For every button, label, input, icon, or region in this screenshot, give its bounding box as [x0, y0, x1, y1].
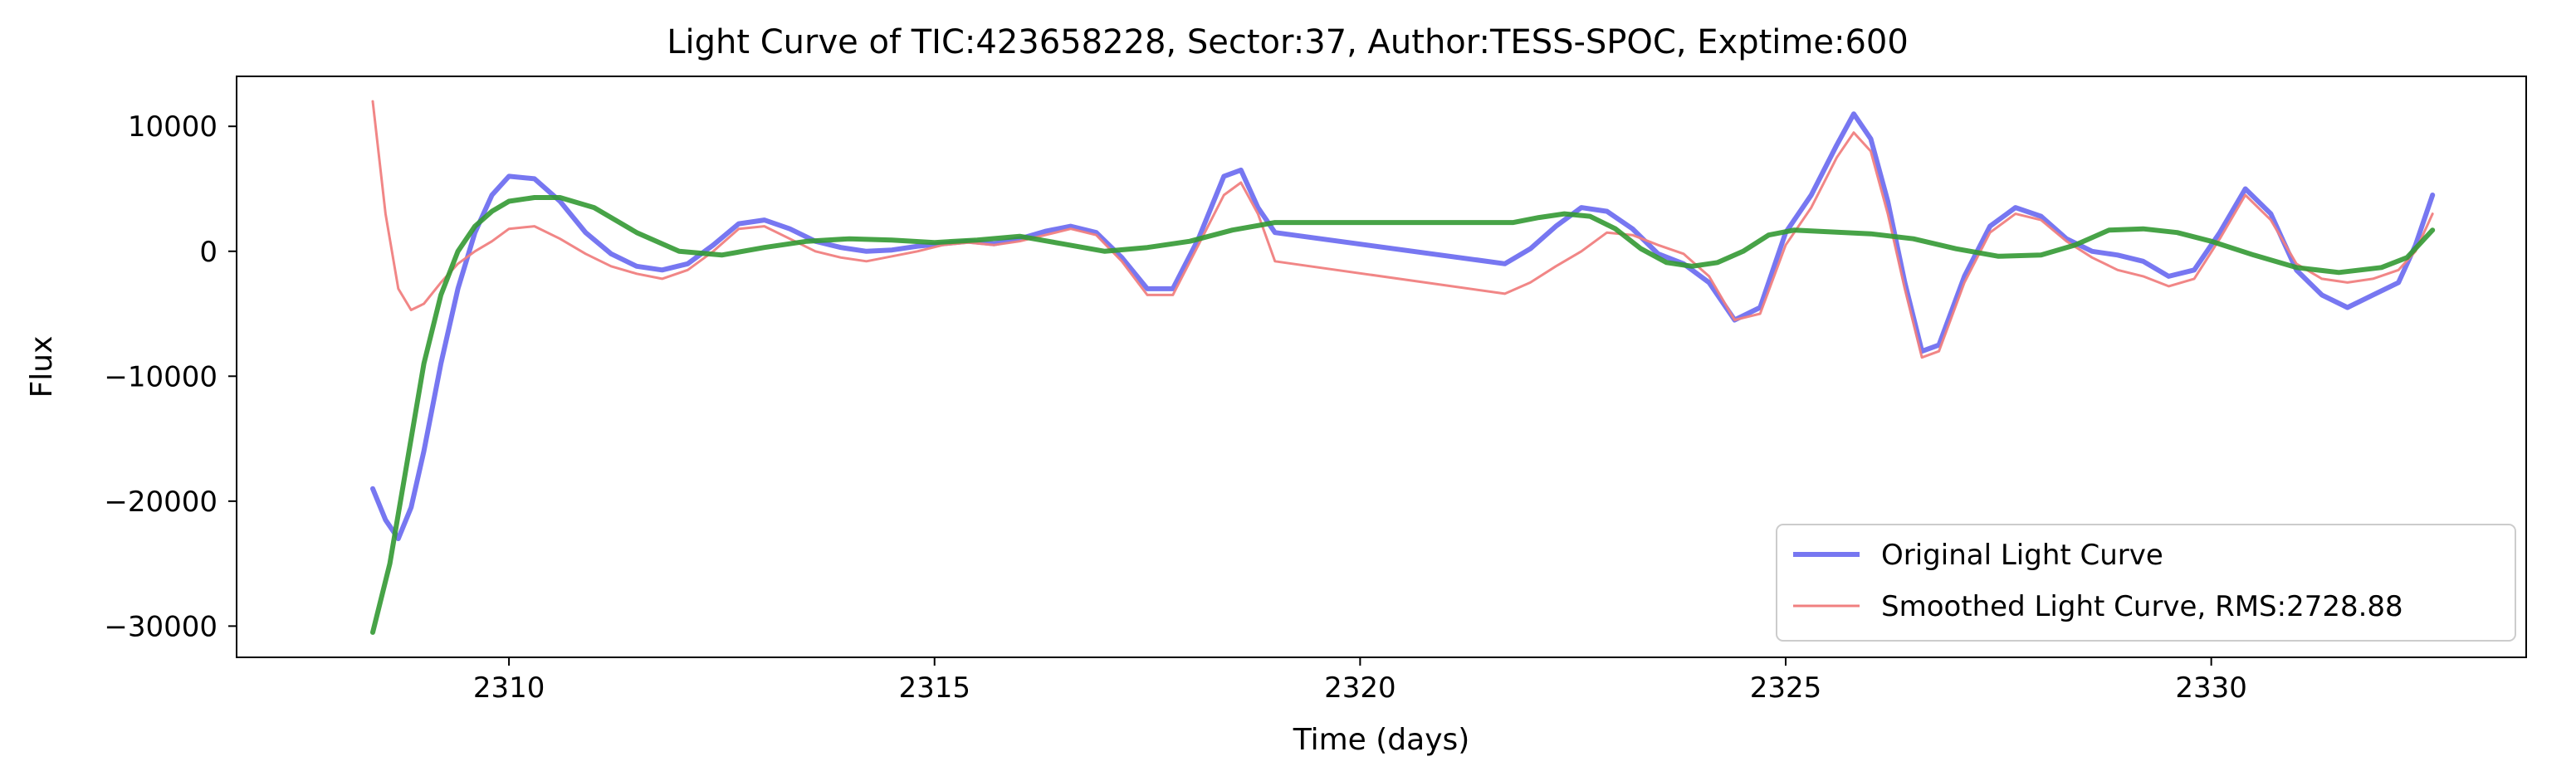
x-tick-label: 2330 [2175, 671, 2247, 705]
x-axis-label: Time (days) [1293, 723, 1470, 757]
x-tick-label: 2315 [898, 671, 970, 705]
x-tick-label: 2320 [1324, 671, 1396, 705]
x-tick-label: 2325 [1750, 671, 1822, 705]
series-green-fit [370, 195, 2436, 635]
legend: Original Light Curve Smoothed Light Curv… [1776, 524, 2516, 642]
legend-label-smoothed: Smoothed Light Curve, RMS:2728.88 [1881, 590, 2403, 623]
chart-title: Light Curve of TIC:423658228, Sector:37,… [667, 23, 1909, 61]
y-tick-label: 10000 [128, 110, 218, 144]
x-axis: 2310 2315 2320 2325 2330 [473, 657, 2247, 705]
series-smoothed-light-curve [371, 100, 2434, 359]
x-tick-label: 2310 [473, 671, 545, 705]
y-tick-label: −10000 [104, 360, 218, 393]
y-tick-label: 0 [199, 236, 218, 269]
y-axis: 10000 0 −10000 −20000 −30000 [104, 110, 237, 643]
series-original-light-curve [370, 111, 2436, 541]
plot-frame [236, 76, 2527, 658]
y-tick-label: −20000 [104, 486, 218, 519]
legend-box [1776, 524, 2516, 642]
series-layer [370, 100, 2436, 635]
y-axis-label: Flux [25, 336, 59, 398]
legend-label-original: Original Light Curve [1881, 539, 2163, 572]
y-tick-label: −30000 [104, 610, 218, 643]
